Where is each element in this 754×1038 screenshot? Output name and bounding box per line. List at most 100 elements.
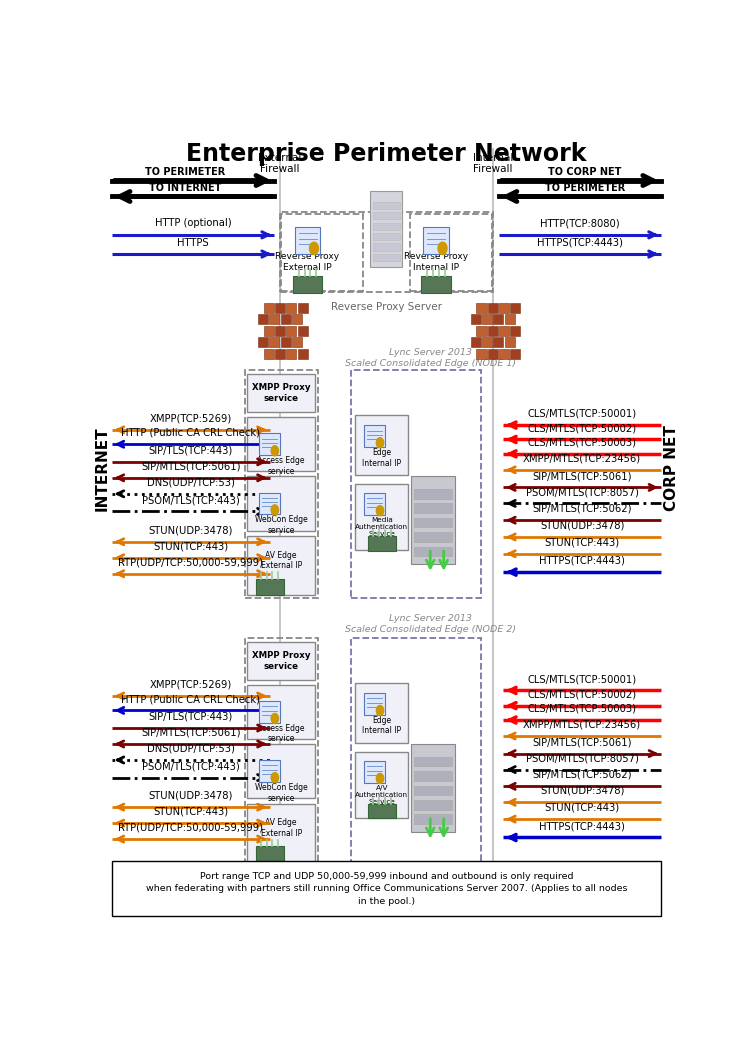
Text: SIP/MTLS(TCP:5061): SIP/MTLS(TCP:5061) xyxy=(532,737,632,747)
Bar xyxy=(247,641,315,680)
Bar xyxy=(259,761,280,782)
Bar xyxy=(280,213,493,293)
Text: AV Edge
External IP: AV Edge External IP xyxy=(261,818,302,838)
Circle shape xyxy=(271,445,278,456)
Bar xyxy=(247,374,315,412)
Bar xyxy=(247,476,315,530)
Text: TO PERIMETER: TO PERIMETER xyxy=(545,184,625,193)
Text: XMPP/MTLS(TCP:23456): XMPP/MTLS(TCP:23456) xyxy=(523,454,641,463)
Bar xyxy=(280,337,291,348)
Bar xyxy=(364,493,385,515)
Bar xyxy=(372,244,400,250)
Bar xyxy=(351,637,481,866)
Text: CLS/MTLS(TCP:50003): CLS/MTLS(TCP:50003) xyxy=(528,704,636,713)
Text: STUN(TCP:443): STUN(TCP:443) xyxy=(544,802,620,813)
Text: HTTPS(TCP:4443): HTTPS(TCP:4443) xyxy=(537,238,623,248)
Bar xyxy=(372,234,400,240)
Bar xyxy=(245,370,318,598)
Bar xyxy=(477,349,486,359)
Text: Access Edge
service
External IP: Access Edge service External IP xyxy=(258,725,305,754)
Bar xyxy=(355,484,408,550)
Bar xyxy=(423,227,449,253)
Bar xyxy=(414,489,452,498)
Circle shape xyxy=(376,438,384,447)
Text: SIP/TLS(TCP:443): SIP/TLS(TCP:443) xyxy=(149,712,233,721)
Bar xyxy=(414,518,452,527)
Circle shape xyxy=(376,773,384,784)
Text: RTP(UDP/TCP:50,000-59,999): RTP(UDP/TCP:50,000-59,999) xyxy=(118,557,263,568)
Text: Edge
Internal IP: Edge Internal IP xyxy=(362,716,401,735)
Circle shape xyxy=(376,506,384,516)
Text: XMPP Proxy
service: XMPP Proxy service xyxy=(252,651,311,671)
Bar xyxy=(414,786,452,795)
Text: HTTP (Public CA CRL Check): HTTP (Public CA CRL Check) xyxy=(121,428,260,438)
Bar xyxy=(298,349,308,359)
Bar xyxy=(298,326,308,335)
Text: External
Firewall: External Firewall xyxy=(259,153,302,174)
Text: WebCon Edge
service
External IP: WebCon Edge service External IP xyxy=(255,516,308,545)
Text: TO INTERNET: TO INTERNET xyxy=(149,184,221,193)
Text: HTTP(TCP:8080): HTTP(TCP:8080) xyxy=(540,218,620,228)
Bar xyxy=(477,326,486,335)
Text: SIP/MTLS(TCP:5061): SIP/MTLS(TCP:5061) xyxy=(532,471,632,481)
Circle shape xyxy=(271,772,278,783)
Text: TO CORP NET: TO CORP NET xyxy=(548,167,622,177)
Bar xyxy=(364,426,385,447)
Text: Reverse Proxy
External IP: Reverse Proxy External IP xyxy=(275,252,339,272)
Text: CLS/MTLS(TCP:50002): CLS/MTLS(TCP:50002) xyxy=(528,689,636,700)
Text: XMPP/MTLS(TCP:23456): XMPP/MTLS(TCP:23456) xyxy=(523,719,641,730)
Bar xyxy=(411,744,455,831)
Bar xyxy=(482,337,492,348)
Bar xyxy=(287,349,296,359)
Text: Access Edge
service
External IP: Access Edge service External IP xyxy=(258,457,305,486)
Text: STUN(TCP:443): STUN(TCP:443) xyxy=(544,538,620,547)
Text: SIP/MTLS(TCP:5061): SIP/MTLS(TCP:5061) xyxy=(141,462,241,471)
Text: CLS/MTLS(TCP:50001): CLS/MTLS(TCP:50001) xyxy=(528,409,636,418)
Bar xyxy=(351,370,481,598)
Bar xyxy=(259,434,280,455)
Text: STUN(TCP:443): STUN(TCP:443) xyxy=(153,807,228,817)
Bar xyxy=(510,326,520,335)
Bar xyxy=(112,862,661,916)
Bar xyxy=(295,227,320,253)
Bar xyxy=(275,349,285,359)
Text: PSOM/MTLS(TCP:8057): PSOM/MTLS(TCP:8057) xyxy=(526,487,639,497)
Text: SIP/MTLS(TCP:5061): SIP/MTLS(TCP:5061) xyxy=(141,728,241,738)
Text: TO PERIMETER: TO PERIMETER xyxy=(145,167,225,177)
Bar xyxy=(421,276,451,293)
Text: PSOM/TLS(TCP:443): PSOM/TLS(TCP:443) xyxy=(142,495,240,506)
Bar xyxy=(488,303,498,312)
Bar xyxy=(477,303,486,312)
Text: CORP NET: CORP NET xyxy=(664,426,679,511)
Bar xyxy=(364,693,385,715)
Text: DNS(UDP/TCP:53): DNS(UDP/TCP:53) xyxy=(147,743,234,754)
Bar xyxy=(414,815,452,824)
Bar xyxy=(414,771,452,781)
Text: INTERNET: INTERNET xyxy=(94,426,109,511)
Bar xyxy=(245,637,318,866)
Text: AV Edge
External IP: AV Edge External IP xyxy=(261,550,302,570)
Bar xyxy=(488,326,498,335)
Text: SIP/MTLS(TCP:5062): SIP/MTLS(TCP:5062) xyxy=(532,770,632,780)
Bar xyxy=(414,800,452,810)
Text: SIP/TLS(TCP:443): SIP/TLS(TCP:443) xyxy=(149,445,233,456)
Bar xyxy=(355,415,408,475)
Text: CLS/MTLS(TCP:50002): CLS/MTLS(TCP:50002) xyxy=(528,424,636,433)
Text: HTTP (optional): HTTP (optional) xyxy=(155,218,231,228)
Bar xyxy=(292,315,302,324)
Bar xyxy=(355,752,408,818)
Bar xyxy=(256,846,284,863)
Text: HTTP (Public CA CRL Check): HTTP (Public CA CRL Check) xyxy=(121,694,260,704)
Bar xyxy=(504,337,515,348)
Bar xyxy=(499,303,509,312)
Circle shape xyxy=(271,504,278,515)
Text: CLS/MTLS(TCP:50003): CLS/MTLS(TCP:50003) xyxy=(528,437,636,447)
Bar xyxy=(364,761,385,783)
Bar xyxy=(247,537,315,595)
Bar xyxy=(368,803,396,818)
Text: HTTPS(TCP:4443): HTTPS(TCP:4443) xyxy=(539,555,625,566)
Text: WebCon Edge
service
External IP: WebCon Edge service External IP xyxy=(255,783,308,813)
Text: PSOM/MTLS(TCP:8057): PSOM/MTLS(TCP:8057) xyxy=(526,754,639,763)
Bar xyxy=(372,223,400,229)
Bar xyxy=(292,337,302,348)
